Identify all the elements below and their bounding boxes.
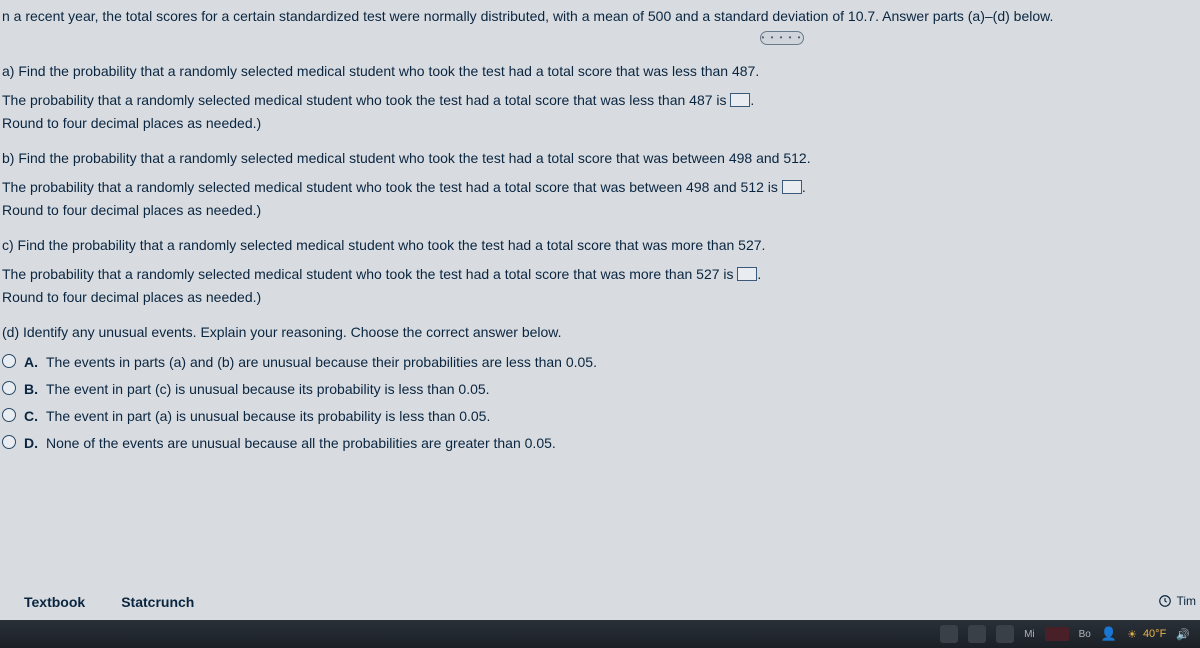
part-d-question: (d) Identify any unusual events. Explain… [0, 318, 1200, 349]
part-b-question: b) Find the probability that a randomly … [0, 144, 1200, 175]
textbook-link[interactable]: Textbook [24, 594, 85, 610]
part-a-answer-pre: The probability that a randomly selected… [2, 92, 730, 108]
speaker-icon[interactable]: 🔊 [1176, 628, 1190, 641]
part-c-question: c) Find the probability that a randomly … [0, 231, 1200, 262]
option-letter: B. [24, 379, 38, 400]
option-text: None of the events are unusual because a… [46, 433, 556, 454]
part-c-answer-pre: The probability that a randomly selected… [2, 266, 737, 282]
option-letter: D. [24, 433, 38, 454]
footer-links: Textbook Statcrunch [0, 594, 1200, 610]
time-label: Tim [1176, 594, 1196, 608]
part-c-hint: Round to four decimal places as needed.) [0, 287, 1200, 318]
taskbar-app-icon[interactable] [996, 625, 1014, 643]
part-a-answer: The probability that a randomly selected… [0, 88, 1200, 113]
radio-button[interactable] [2, 408, 16, 422]
part-a-answer-post: . [750, 92, 754, 108]
radio-button[interactable] [2, 354, 16, 368]
part-b-hint: Round to four decimal places as needed.) [0, 200, 1200, 231]
option-text: The event in part (c) is unusual because… [46, 379, 490, 400]
weather-temp: 40°F [1143, 628, 1166, 640]
part-a-question: a) Find the probability that a randomly … [0, 57, 1200, 88]
taskbar-pill[interactable] [1045, 627, 1069, 641]
taskbar-label-mi: Mi [1024, 629, 1035, 640]
answer-input-a[interactable] [730, 93, 750, 107]
taskbar-label-bo: Bo [1079, 629, 1091, 640]
radio-button[interactable] [2, 435, 16, 449]
option-letter: A. [24, 352, 38, 373]
option-letter: C. [24, 406, 38, 427]
separator: • • • • • [0, 37, 1200, 51]
part-b-answer-post: . [802, 179, 806, 195]
user-icon[interactable]: 👤 [1101, 626, 1117, 642]
taskbar: Mi Bo 👤 ☀ 40°F 🔊 [0, 620, 1200, 648]
answer-input-c[interactable] [737, 267, 757, 281]
part-c-answer: The probability that a randomly selected… [0, 262, 1200, 287]
weather-widget[interactable]: ☀ 40°F [1127, 628, 1166, 641]
option-row[interactable]: B. The event in part (c) is unusual becau… [2, 376, 1200, 403]
part-d-options: A. The events in parts (a) and (b) are un… [0, 349, 1200, 457]
radio-button[interactable] [2, 381, 16, 395]
part-b-answer: The probability that a randomly selected… [0, 175, 1200, 200]
time-indicator: Tim [1158, 594, 1196, 608]
question-body: n a recent year, the total scores for a … [0, 0, 1200, 457]
intro-text: n a recent year, the total scores for a … [0, 4, 1200, 35]
option-text: The event in part (a) is unusual because… [46, 406, 490, 427]
part-c-answer-post: . [757, 266, 761, 282]
option-text: The events in parts (a) and (b) are unus… [46, 352, 597, 373]
taskbar-app-icon[interactable] [940, 625, 958, 643]
part-b-answer-pre: The probability that a randomly selected… [2, 179, 782, 195]
part-a-hint: Round to four decimal places as needed.) [0, 113, 1200, 144]
option-row[interactable]: A. The events in parts (a) and (b) are un… [2, 349, 1200, 376]
sun-icon: ☀ [1127, 628, 1137, 641]
clock-icon [1158, 594, 1172, 608]
option-row[interactable]: C. The event in part (a) is unusual becau… [2, 403, 1200, 430]
answer-input-b[interactable] [782, 180, 802, 194]
drag-handle[interactable]: • • • • • [760, 31, 804, 45]
statcrunch-link[interactable]: Statcrunch [121, 594, 194, 610]
taskbar-app-icon[interactable] [968, 625, 986, 643]
option-row[interactable]: D. None of the events are unusual because… [2, 430, 1200, 457]
